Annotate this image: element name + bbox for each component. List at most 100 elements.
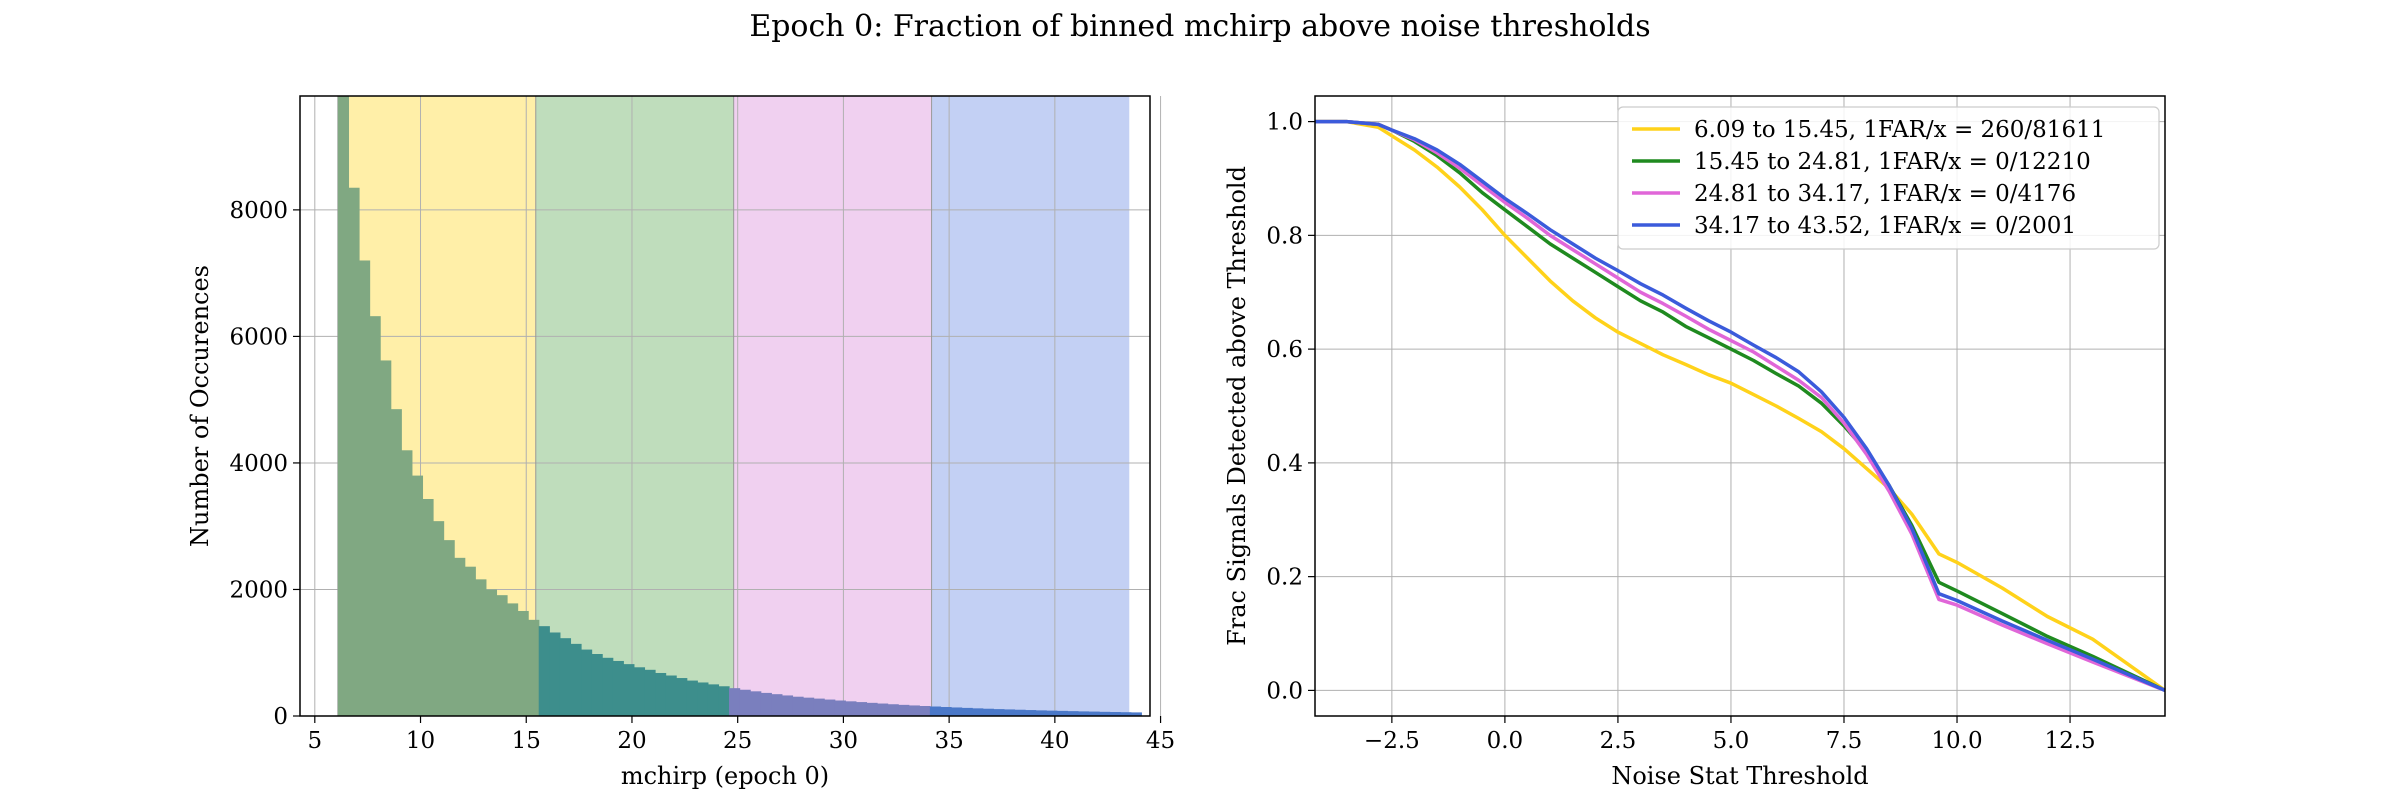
mchirp-bin-band-3 [733,96,932,716]
histogram-bar [760,692,772,716]
histogram-bar [401,450,413,716]
legend-label-4: 34.17 to 43.52, 1FAR/x = 0/2001 [1694,213,2076,239]
histogram-bar [919,706,931,716]
histogram-bar [538,626,550,716]
y-tick-label: 1.0 [1266,110,1303,136]
histogram-bar [993,709,1005,716]
histogram-bar [602,657,614,716]
x-tick-label: 12.5 [2044,728,2095,754]
histogram-bar [369,316,381,716]
histogram-bar [1099,711,1111,716]
histogram-bar [908,705,920,716]
y-tick-label: 2000 [229,577,288,603]
legend-box [1617,106,2160,250]
histogram-bar [1025,710,1037,716]
histogram-bar [1014,709,1026,716]
line-chart-y-axis-label: Frac Signals Detected above Threshold [1223,166,1251,646]
histogram-bar [940,707,952,716]
histogram-y-axis-label: Number of Occurences [186,265,214,547]
histogram-bar [1067,711,1079,716]
series-line-4 [1315,119,2166,693]
y-tick-label: 8000 [229,198,288,224]
histogram-ticks: 5 10 15 20 25 30 35 40 45 0 2000 4000 6000 8000 [229,198,1175,754]
histogram-bar [517,610,529,716]
histogram-bar [432,521,445,716]
histogram-bar [929,706,942,716]
line-chart-axes-frame [1314,95,2166,717]
histogram-bar [1130,712,1142,716]
histogram-bar [824,699,836,716]
histogram-bar [475,579,487,716]
histogram-bar [570,643,582,716]
histogram-bar [855,702,868,716]
x-tick-label: 5.0 [1713,728,1750,754]
legend-label-2: 15.45 to 24.81, 1FAR/x = 0/12210 [1694,149,2091,175]
histogram-bar [422,499,434,716]
histogram-bars [337,96,1142,717]
y-tick-label: 0.4 [1266,451,1303,477]
legend-label-1: 6.09 to 15.45, 1FAR/x = 260/81611 [1694,117,2105,143]
histogram-bar [771,694,783,716]
histogram-bar [1035,710,1047,716]
x-tick-label: 2.5 [1600,728,1637,754]
line-chart-ticks: −2.5 0.0 2.5 5.0 7.5 10.0 12.5 0.0 0.2 0.4 0.6 0.8 1… [1266,110,2095,754]
line-chart-x-axis-label: Noise Stat Threshold [1611,762,1868,790]
y-tick-label: 0.8 [1266,223,1303,249]
histogram-bar [358,260,371,716]
x-tick-label: 10 [406,728,435,754]
histogram-bar [697,682,709,716]
histogram-bar [1056,710,1068,716]
line-chart-series [1315,119,2167,693]
histogram-bar [877,703,889,716]
histogram-bar [581,649,593,716]
histogram-bar [1046,710,1058,716]
histogram-bar [866,702,878,716]
series-line-1 [1315,119,2167,692]
histogram-bar [443,540,455,716]
x-tick-label: 20 [617,728,646,754]
x-tick-label: 45 [1146,728,1175,754]
histogram-bar [485,589,498,716]
histogram-bar [591,654,603,716]
line-chart: −2.5 0.0 2.5 5.0 7.5 10.0 12.5 0.0 0.2 0.4 0.6 0.8 1… [1223,95,2167,790]
histogram-bar [390,409,402,716]
histogram-bar [496,595,508,716]
mchirp-bin-band-4 [931,96,1130,716]
legend-label-3: 24.81 to 34.17, 1FAR/x = 0/4176 [1694,181,2076,207]
histogram-bands [337,96,1130,716]
histogram-bar [644,669,656,716]
x-tick-label: 30 [829,728,858,754]
line-chart-legend: 6.09 to 15.45, 1FAR/x = 260/81611 15.45 t… [1617,106,2160,250]
histogram-bar [834,700,846,716]
y-tick-label: 6000 [229,324,288,350]
y-tick-label: 0 [273,704,288,730]
histogram-bar [464,566,476,716]
y-tick-label: 0.6 [1266,337,1303,363]
x-tick-label: 25 [723,728,752,754]
x-tick-label: 7.5 [1826,728,1863,754]
x-tick-label: −2.5 [1364,728,1420,754]
histogram-bar [1077,711,1090,716]
series-line-2 [1315,119,2166,692]
histogram-x-axis-label: mchirp (epoch 0) [621,762,829,790]
histogram-bar [1003,709,1016,716]
histogram-bar [982,708,994,716]
histogram-bar [781,695,794,716]
histogram-bar [676,678,688,716]
figure-suptitle: Epoch 0: Fraction of binned mchirp above… [749,9,1650,44]
series-line-3 [1315,119,2166,693]
histogram-bar [655,672,667,716]
histogram-bar [549,632,561,716]
histogram-bar [633,667,646,716]
histogram-bar [665,675,677,716]
histogram-bar [1120,712,1132,716]
histogram-bar [718,686,730,716]
histogram-bar [961,707,973,716]
mchirp-bin-band-2 [535,96,734,716]
x-tick-label: 5 [307,728,322,754]
histogram-bar [507,603,519,716]
x-tick-label: 15 [512,728,541,754]
x-tick-label: 0.0 [1487,728,1524,754]
histogram-bar [813,698,825,716]
histogram-bar [528,619,540,716]
